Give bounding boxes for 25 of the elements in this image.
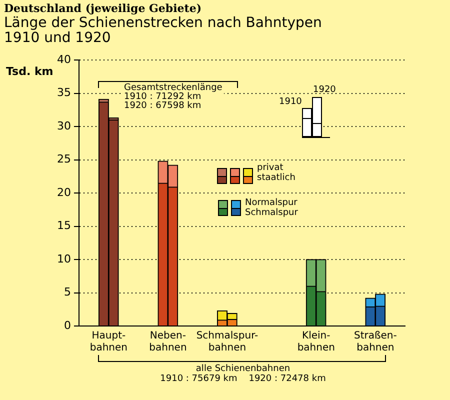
annotation: Normalspur <box>245 198 298 208</box>
x-tick-label: Neben- bahnen <box>149 330 187 354</box>
y-tick-label: 35 <box>57 86 71 100</box>
x-tick-label: Schmalspur- bahnen <box>196 330 259 354</box>
y-tick-label: 30 <box>57 119 71 132</box>
y-tick-label: 25 <box>57 152 71 166</box>
y-tick-label: 40 <box>57 52 71 66</box>
annotation: staatlich <box>257 173 296 183</box>
annotation: 1910 <box>279 97 302 107</box>
chart-subtitle: Deutschland (jeweilige Gebiete) <box>4 2 202 15</box>
y-tick-label: 0 <box>64 318 71 332</box>
annotation: privat <box>257 163 284 173</box>
y-tick-label: 15 <box>57 219 71 232</box>
annotation: Schmalspur <box>245 208 298 218</box>
annotation: Gesamtstreckenlänge 1910 : 71292 km 1920 : 67598 km <box>122 83 224 111</box>
y-tick-label: 5 <box>64 286 71 299</box>
chart-title: Länge der Schienenstrecken nach Bahntypen 1910 und 1920 <box>4 15 322 46</box>
y-tick-label: 10 <box>57 252 71 266</box>
text: alle Schienenbahnen 1910 : 75679 km 1920 : 72478 km <box>159 364 327 384</box>
x-tick-label: Straßen- bahnen <box>354 330 398 354</box>
x-tick-label: Klein- bahnen <box>297 330 335 354</box>
y-tick-label: 20 <box>57 186 71 199</box>
annotation: 1920 <box>313 85 336 95</box>
y-axis-title: Tsd. km <box>6 65 54 78</box>
x-tick-label: Haupt- bahnen <box>90 330 128 354</box>
